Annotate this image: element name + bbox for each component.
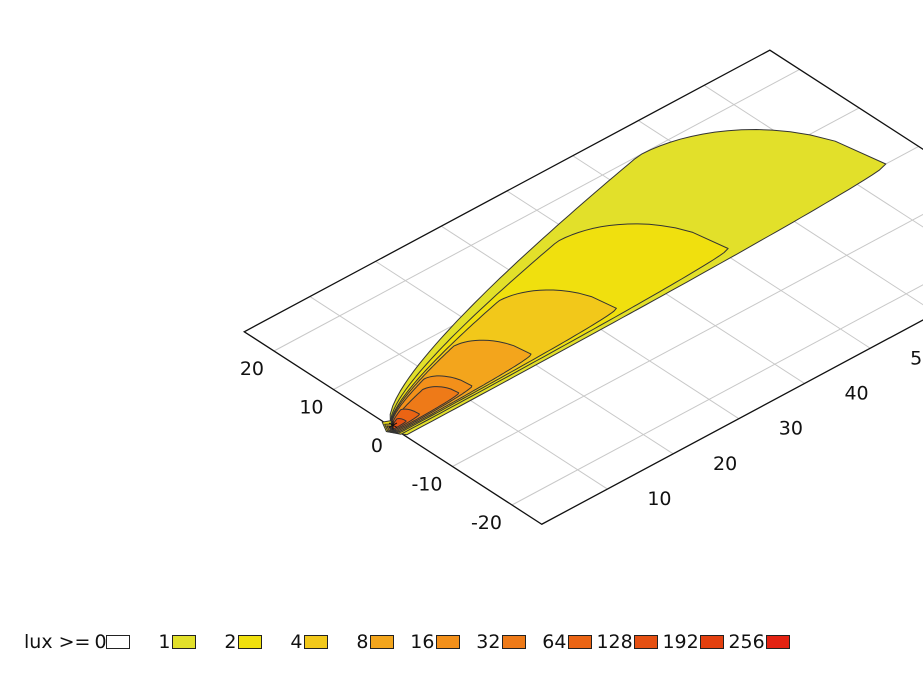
legend-swatch — [304, 635, 329, 649]
legend-value: 8 — [356, 631, 369, 653]
grid-line-y — [452, 213, 923, 467]
contour-128 — [391, 418, 407, 430]
y-tick-0: 0 — [371, 435, 383, 457]
legend-swatch — [238, 635, 263, 649]
source-marker: * — [388, 418, 398, 440]
y-tick--10: -10 — [411, 474, 442, 496]
x-tick-40: 40 — [844, 382, 868, 404]
legend-swatch — [502, 635, 527, 649]
legend-value: 256 — [728, 631, 765, 653]
legend-value: 192 — [662, 631, 699, 653]
legend-item-1: 1 — [134, 631, 197, 653]
y-tick-20: 20 — [240, 358, 264, 380]
legend-item-2: 2 — [200, 631, 263, 653]
legend-value: 32 — [476, 631, 501, 653]
grid-line-y — [511, 284, 923, 506]
x-tick-30: 30 — [779, 418, 803, 440]
source-marker-symbol: * — [388, 418, 398, 440]
x-tick-20: 20 — [713, 453, 737, 475]
y-tick-labels: -20 -10 0 10 20 — [240, 358, 502, 534]
legend-swatch — [370, 635, 395, 649]
legend-label: lux >= — [24, 631, 91, 653]
legend: lux >= 0 1 2 4 8 16 32 64 128 192 256 — [24, 628, 794, 656]
contour-areas — [381, 129, 887, 436]
legend-value: 2 — [224, 631, 237, 653]
legend-value: 1 — [158, 631, 171, 653]
x-tick-50: 50 — [910, 347, 923, 369]
legend-swatch — [634, 635, 659, 649]
y-tick-10: 10 — [299, 397, 323, 419]
legend-item-256: 256 — [728, 631, 791, 653]
legend-item-0: 0 — [94, 631, 131, 653]
legend-item-32: 32 — [464, 631, 527, 653]
legend-swatch — [766, 635, 791, 649]
legend-swatch — [106, 635, 131, 649]
x-tick-labels: 10203040506070 — [647, 347, 923, 510]
legend-item-4: 4 — [266, 631, 329, 653]
legend-item-64: 64 — [530, 631, 593, 653]
legend-value: 4 — [290, 631, 303, 653]
plot-frame — [242, 49, 923, 526]
legend-value: 64 — [542, 631, 567, 653]
legend-items: 0 1 2 4 8 16 32 64 128 192 256 — [94, 631, 794, 653]
legend-value: 0 — [94, 631, 107, 653]
legend-swatch — [172, 635, 197, 649]
legend-item-192: 192 — [662, 631, 725, 653]
legend-swatch — [568, 635, 593, 649]
legend-item-16: 16 — [398, 631, 461, 653]
grid-line-y — [273, 68, 800, 352]
legend-item-128: 128 — [596, 631, 659, 653]
legend-value: 16 — [410, 631, 435, 653]
legend-value: 128 — [596, 631, 633, 653]
legend-swatch — [436, 635, 461, 649]
x-tick-10: 10 — [647, 488, 671, 510]
frame — [242, 49, 923, 526]
legend-item-8: 8 — [332, 631, 395, 653]
y-tick--20: -20 — [471, 512, 502, 534]
legend-swatch — [700, 635, 725, 649]
